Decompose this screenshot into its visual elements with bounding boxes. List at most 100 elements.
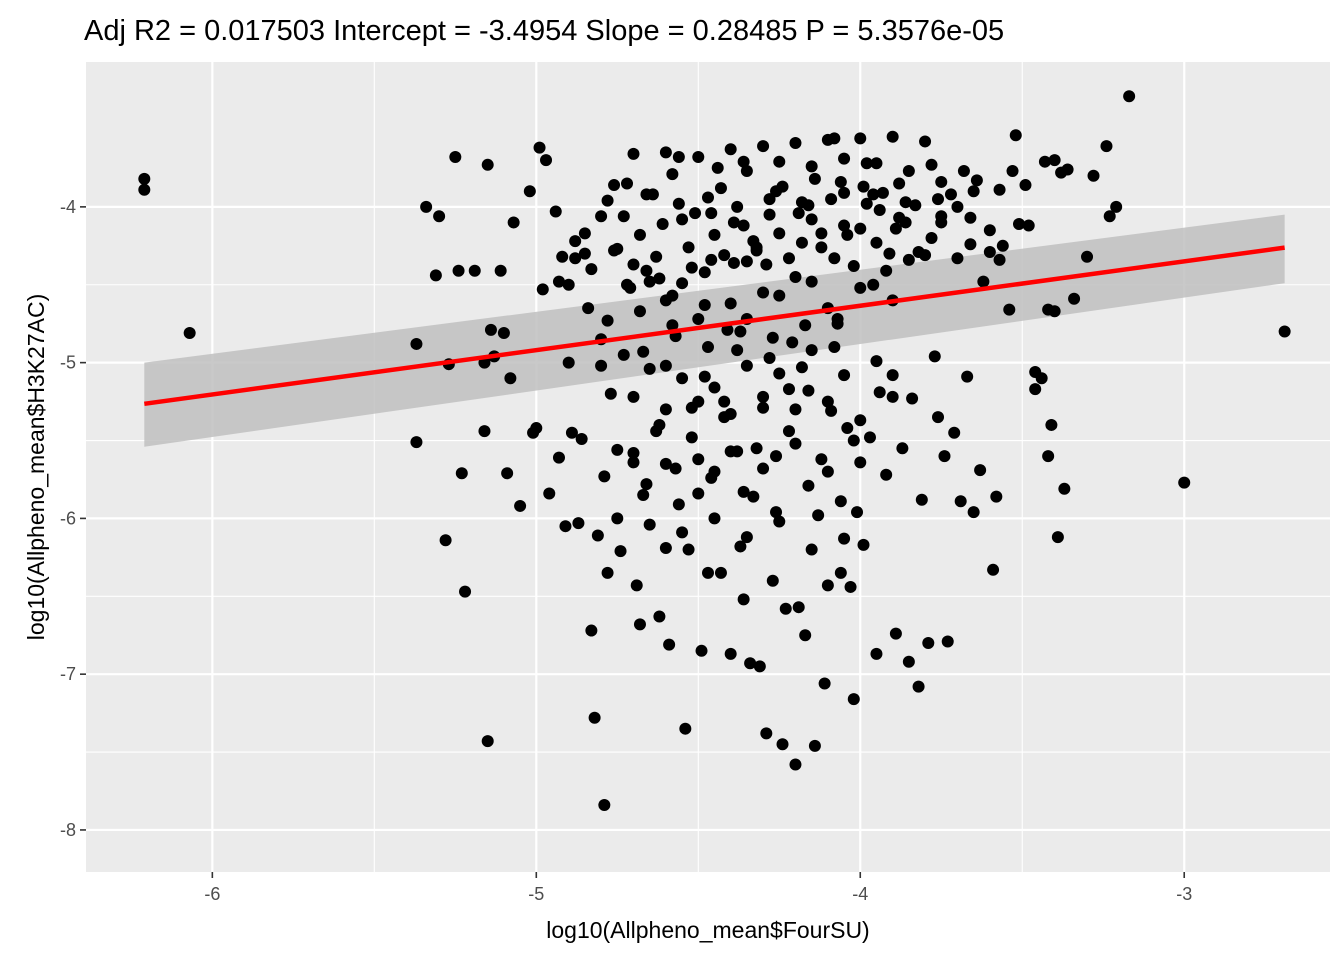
data-point — [692, 395, 705, 408]
data-point — [766, 574, 779, 587]
data-point — [860, 197, 873, 210]
data-point — [676, 372, 689, 385]
data-point — [1019, 179, 1032, 192]
data-point — [841, 228, 854, 241]
data-point — [429, 269, 442, 282]
data-point — [692, 453, 705, 466]
data-point — [653, 272, 666, 285]
data-point — [682, 543, 695, 556]
data-point — [782, 252, 795, 265]
data-point — [598, 799, 611, 812]
data-point — [1103, 210, 1116, 223]
data-point — [663, 638, 676, 651]
chart-title: Adj R2 = 0.017503 Intercept = -3.4954 Sl… — [84, 15, 1004, 47]
data-point — [961, 370, 974, 383]
data-point — [747, 490, 760, 503]
data-point — [821, 579, 834, 592]
data-point — [854, 132, 867, 145]
data-point — [873, 203, 886, 216]
x-tick-label: -5 — [528, 884, 544, 904]
data-point — [183, 327, 196, 340]
data-point — [549, 205, 562, 218]
data-point — [870, 157, 883, 170]
data-point — [627, 147, 640, 160]
data-point — [504, 372, 517, 385]
data-point — [410, 436, 423, 449]
data-point — [757, 286, 770, 299]
data-point — [854, 222, 867, 235]
data-point — [659, 359, 672, 372]
data-point — [533, 141, 546, 154]
data-point — [773, 515, 786, 528]
data-point — [773, 227, 786, 240]
data-point — [740, 531, 753, 544]
data-point — [750, 442, 763, 455]
data-point — [565, 426, 578, 439]
data-point — [964, 211, 977, 224]
x-axis-title: log10(Allpheno_mean$FourSU) — [546, 917, 869, 943]
data-point — [818, 677, 831, 690]
data-point — [838, 152, 851, 165]
minor-gridlines — [86, 62, 1330, 872]
data-point — [854, 456, 867, 469]
data-point — [721, 323, 734, 336]
data-point — [536, 283, 549, 296]
data-point — [854, 414, 867, 427]
data-point — [970, 174, 983, 187]
x-tick-label: -6 — [204, 884, 220, 904]
data-point — [886, 390, 899, 403]
data-point — [847, 434, 860, 447]
data-point — [915, 493, 928, 506]
data-point — [799, 629, 812, 642]
data-point — [669, 462, 682, 475]
data-point — [841, 422, 854, 435]
data-point — [1110, 200, 1123, 213]
data-point — [740, 255, 753, 268]
data-point — [478, 425, 491, 438]
data-point — [873, 386, 886, 399]
data-point — [659, 457, 672, 470]
data-point — [967, 185, 980, 198]
data-point — [653, 610, 666, 623]
data-point — [449, 151, 462, 164]
data-point — [1048, 305, 1061, 318]
data-point — [452, 264, 465, 277]
data-point — [990, 490, 1003, 503]
y-tick-label: -6 — [60, 508, 76, 528]
data-point — [731, 344, 744, 357]
data-point — [983, 224, 996, 237]
data-point — [863, 431, 876, 444]
data-point — [1051, 531, 1064, 544]
data-point — [1048, 154, 1061, 167]
data-point — [825, 404, 838, 417]
major-gridlines — [86, 62, 1330, 872]
data-point — [614, 545, 627, 558]
data-point — [889, 222, 902, 235]
data-point — [698, 299, 711, 311]
data-point — [886, 130, 899, 143]
data-point — [643, 362, 656, 375]
data-point — [795, 236, 808, 249]
data-point — [617, 348, 630, 361]
data-point — [889, 627, 902, 640]
data-point — [734, 540, 747, 553]
data-point — [851, 506, 864, 519]
data-point — [838, 369, 851, 382]
data-point — [562, 356, 575, 369]
data-point — [932, 411, 945, 424]
data-point — [724, 408, 737, 421]
data-point — [776, 738, 789, 751]
data-point — [682, 241, 695, 254]
data-point — [698, 370, 711, 383]
data-point — [974, 464, 987, 477]
data-point — [627, 390, 640, 403]
data-point — [734, 325, 747, 338]
data-point — [789, 437, 802, 450]
plot-panel — [86, 62, 1330, 872]
data-point — [410, 337, 423, 350]
data-point — [951, 200, 964, 213]
data-point — [932, 193, 945, 206]
data-point — [1035, 372, 1048, 385]
data-point — [757, 401, 770, 414]
data-point — [659, 294, 672, 307]
